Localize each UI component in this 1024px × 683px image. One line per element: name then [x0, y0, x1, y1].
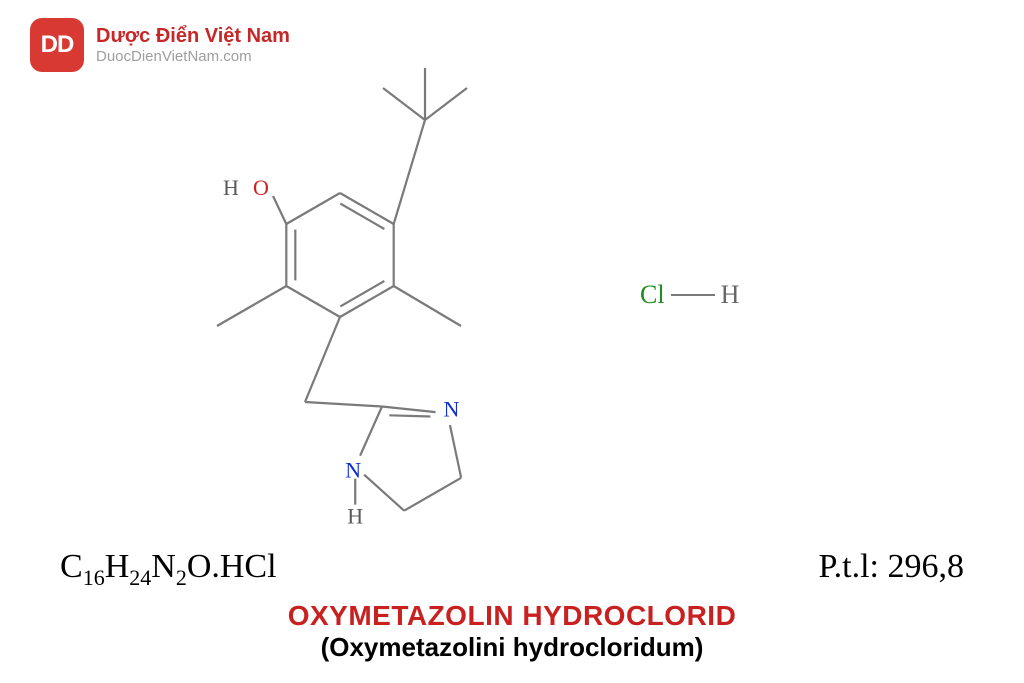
- compound-title: OXYMETAZOLIN HYDROCLORID: [0, 600, 1024, 632]
- compound-latin-name: (Oxymetazolini hydrocloridum): [0, 632, 1024, 663]
- svg-text:N: N: [444, 396, 460, 421]
- hcl-bond: [671, 294, 715, 296]
- hydrogen-atom: H: [721, 280, 740, 310]
- molecular-weight: P.t.l: 296,8: [819, 548, 964, 586]
- chemical-structure: HONNH: [155, 60, 595, 530]
- hcl-fragment: Cl H: [640, 280, 739, 310]
- svg-text:O: O: [253, 175, 269, 200]
- compound-title-block: OXYMETAZOLIN HYDROCLORID (Oxymetazolini …: [0, 600, 1024, 663]
- logo-title: Dược Điển Việt Nam: [96, 24, 290, 48]
- molecular-formula: C16H24N2O.HCl: [60, 548, 277, 591]
- svg-text:H: H: [347, 504, 363, 529]
- chlorine-atom: Cl: [640, 280, 665, 310]
- svg-text:N: N: [345, 458, 361, 483]
- formula-row: C16H24N2O.HCl P.t.l: 296,8: [0, 548, 1024, 591]
- svg-text:H: H: [223, 175, 239, 200]
- logo-badge: DD: [30, 18, 84, 72]
